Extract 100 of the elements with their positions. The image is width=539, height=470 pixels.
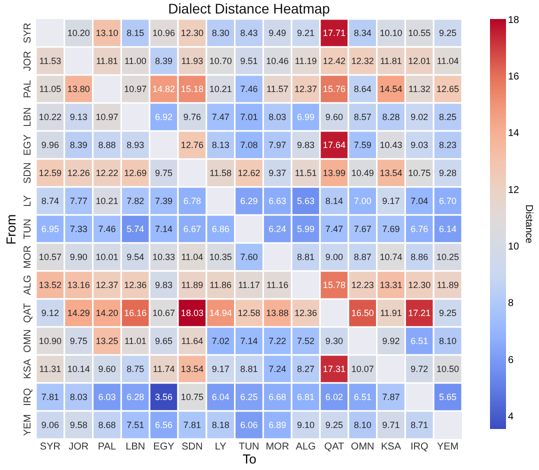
data-label: 13.52 [38,280,62,290]
data-label: 6.67 [183,224,201,234]
data-label: 15.18 [180,84,204,94]
data-label: 6.02 [325,392,343,402]
color-bar-title: Distance [523,204,534,244]
data-label: 11.81 [96,56,118,66]
data-label: 6.92 [155,112,173,122]
data-label: 9.06 [41,420,59,430]
y-tick-label: SYR [22,22,34,44]
data-label: 13.99 [322,168,346,178]
data-label: 9.72 [410,364,428,374]
data-label: 7.14 [155,224,173,234]
data-label: 8.03 [70,392,88,402]
color-bar-label: 8 [508,298,514,310]
data-label: 13.54 [180,364,204,374]
data-label: 6.51 [410,336,428,346]
data-label: 8.03 [268,112,286,122]
x-tick-label: SYR [40,442,60,452]
data-label: 8.88 [98,140,116,150]
data-label: 6.76 [410,224,428,234]
data-label: 13.16 [67,280,90,290]
data-label: 10.22 [38,112,62,122]
data-label: 9.49 [268,28,286,38]
y-tick-label: MOR [22,245,34,269]
data-label: 10.75 [408,168,431,178]
data-label: 9.54 [126,252,144,262]
data-label: 12.30 [408,280,431,290]
data-label: 9.90 [70,252,88,262]
data-label: 13.80 [67,84,90,94]
color-bar-label: 10 [508,242,520,253]
color-bar-label: 18 [508,14,520,26]
data-label: 9.02 [410,112,428,122]
data-label: 10.96 [152,28,176,38]
data-label: 12.69 [124,168,147,178]
data-label: 3.56 [155,392,173,402]
data-label: 8.71 [410,420,428,430]
y-tick-label: TUN [22,218,34,240]
data-label: 10.07 [351,364,374,374]
color-bar-label: 6 [508,354,514,366]
data-label: 9.13 [70,112,88,122]
data-label: 7.52 [297,336,315,346]
data-label: 8.39 [155,56,173,66]
data-label: 8.57 [354,112,372,122]
y-tick-label: LY [22,194,34,207]
data-label: 8.15 [126,28,144,38]
data-label: 6.29 [240,196,258,206]
x-tick-label: LBN [126,442,146,452]
y-tick-label: OMN [22,329,34,353]
data-label: 9.83 [297,140,315,150]
x-tick-label: EGY [153,442,175,452]
data-label: 10.43 [380,140,402,150]
y-tick-label: YEM [22,414,34,436]
data-label: 12.37 [96,280,118,290]
data-label: 12.32 [351,56,374,66]
data-label: 6.68 [268,392,286,402]
data-label: 9.92 [382,336,400,346]
y-tick-label: KSA [22,358,34,380]
data-label: 15.78 [322,280,346,290]
data-label: 12.36 [124,280,147,290]
data-label: 10.46 [266,56,289,66]
data-label: 8.14 [325,196,343,206]
data-label: 8.30 [212,28,230,38]
data-label: 9.28 [439,168,457,178]
data-label: 8.28 [382,112,400,122]
data-label: 13.88 [266,308,289,318]
data-label: 14.82 [152,84,176,94]
y-tick-label: ALG [22,274,34,296]
data-label: 9.60 [325,112,343,122]
data-label: 12.30 [180,28,204,38]
data-label: 12.59 [38,168,62,178]
data-label: 9.17 [212,364,230,374]
data-label: 9.25 [325,420,343,430]
data-label: 8.81 [297,252,315,262]
data-label: 8.10 [354,420,372,430]
data-label: 8.64 [354,84,372,94]
data-label: 11.57 [266,84,288,94]
data-label: 17.64 [322,140,346,150]
data-label: 6.89 [268,420,286,430]
data-label: 12.22 [96,168,118,178]
data-label: 11.91 [380,308,402,318]
y-tick-label: EGY [22,134,34,156]
data-label: 11.51 [294,168,317,178]
data-label: 6.63 [268,196,286,206]
x-tick-label: MOR [266,442,290,452]
data-label: 5.74 [126,224,144,234]
data-label: 10.97 [124,84,147,94]
data-label: 9.10 [297,420,315,430]
chart-title: Dialect Distance Heatmap [168,0,330,16]
data-label: 9.37 [268,168,286,178]
data-label: 10.74 [380,252,402,262]
data-label: 12.37 [294,84,318,94]
data-label: 9.76 [183,112,201,122]
data-label: 18.03 [180,308,204,318]
data-label: 7.02 [212,336,230,346]
data-label: 6.81 [297,392,315,402]
data-label: 6.03 [98,392,116,402]
data-label: 6.06 [240,420,258,430]
data-label: 8.25 [439,112,457,122]
data-label: 7.46 [240,84,258,94]
data-label: 12.23 [351,280,374,290]
